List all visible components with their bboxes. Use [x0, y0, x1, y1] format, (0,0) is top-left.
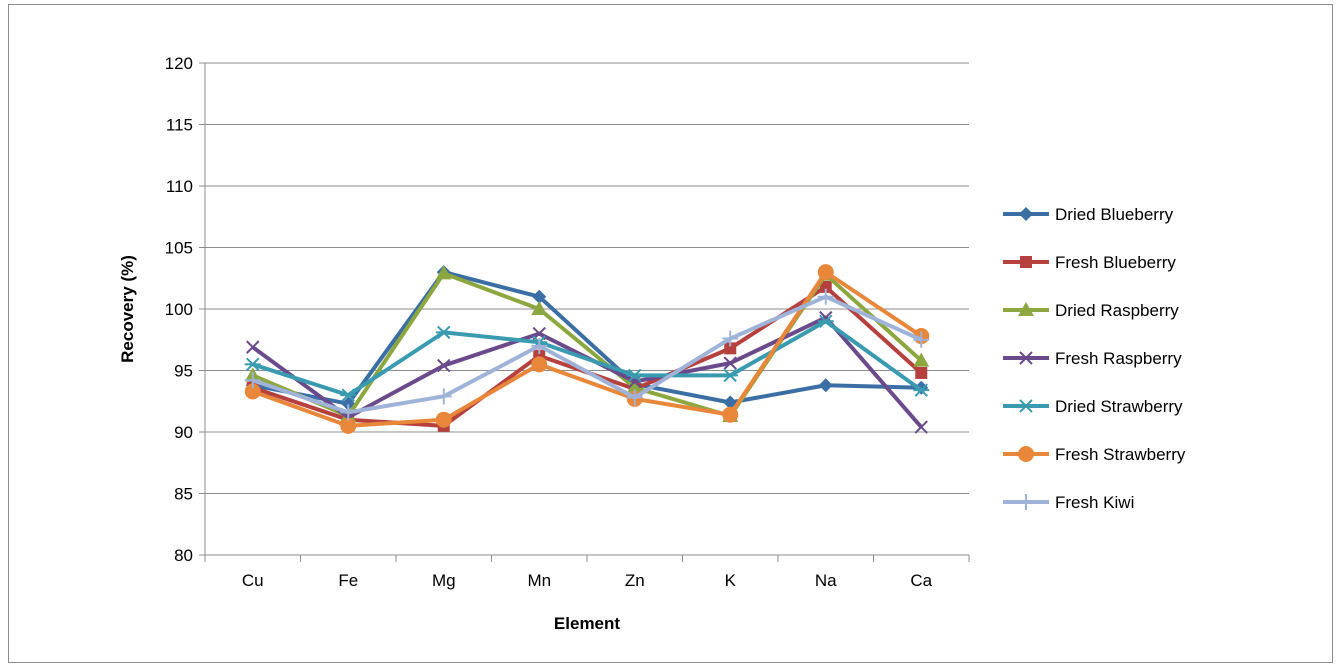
legend-marker [1019, 351, 1033, 365]
x-tick-label: Na [815, 571, 837, 590]
y-tick-label: 90 [174, 423, 193, 442]
data-point [531, 337, 548, 354]
x-tick-label: Cu [242, 571, 264, 590]
y-tick-label: 80 [174, 546, 193, 565]
legend-marker [1018, 399, 1034, 413]
data-point [437, 358, 451, 373]
legend-label: Fresh Blueberry [1055, 253, 1176, 272]
data-point [435, 265, 452, 280]
legend-marker [1020, 256, 1032, 268]
data-point [819, 280, 832, 293]
data-point [340, 404, 357, 421]
legend-marker [1019, 207, 1033, 221]
data-point [817, 314, 834, 329]
data-point [722, 406, 739, 423]
x-tick-label: Ca [910, 571, 932, 590]
legend-marker [1018, 302, 1034, 316]
data-point [244, 372, 261, 389]
y-tick-label: 110 [166, 177, 193, 196]
data-point [628, 374, 642, 389]
line-chart: 80 85 90 95 100 105 110 115 120 Cu Fe Mg Mn Zn K Na Ca El… [118, 54, 1186, 633]
y-tick-label: 115 [166, 116, 193, 135]
data-point [340, 417, 357, 434]
data-point [817, 288, 834, 305]
data-point [626, 379, 643, 394]
legend-entry: Dried Raspberry [1003, 301, 1179, 320]
x-tick-label: Mn [527, 571, 551, 590]
data-point [723, 356, 737, 370]
data-point [532, 289, 547, 304]
data-point [913, 383, 930, 397]
legend-entry: Fresh Strawberry [1003, 445, 1186, 464]
data-point [722, 368, 739, 383]
data-point [915, 366, 928, 379]
series-line [252, 270, 923, 428]
x-axis-title: Element [554, 614, 620, 633]
x-tick-label: K [725, 571, 737, 590]
data-point [435, 411, 452, 428]
legend-marker [1018, 446, 1034, 462]
data-point [340, 388, 357, 402]
x-tick-label: Mg [432, 571, 456, 590]
y-axis-title: Recovery (%) [118, 255, 137, 363]
data-point [913, 331, 930, 348]
series-line [252, 319, 923, 398]
legend-label: Dried Raspberry [1055, 301, 1179, 320]
data-point [724, 342, 737, 355]
legend-entry: Fresh Kiwi [1003, 493, 1134, 512]
series-dried-strawberry [244, 314, 930, 402]
chart-frame: 80 85 90 95 100 105 110 115 120 Cu Fe Mg Mn Zn K Na Ca El… [8, 4, 1333, 663]
data-point [244, 383, 261, 400]
data-point [244, 357, 261, 372]
legend-label: Fresh Raspberry [1055, 349, 1182, 368]
data-point [913, 352, 930, 367]
data-point [817, 264, 834, 281]
series-line [252, 294, 923, 415]
data-point [722, 330, 739, 347]
legend-label: Fresh Kiwi [1055, 493, 1134, 512]
legend-label: Dried Strawberry [1055, 397, 1183, 416]
legend-entry: Fresh Raspberry [1003, 349, 1182, 368]
data-point [531, 301, 548, 315]
y-tick-label: 120 [165, 54, 193, 73]
data-point [818, 378, 833, 393]
series-fresh-kiwi [244, 288, 930, 421]
data-point [435, 388, 452, 405]
y-tick-label: 105 [165, 239, 193, 258]
y-tick-label: 95 [174, 362, 193, 381]
data-point [914, 420, 928, 434]
x-tick-label: Fe [338, 571, 358, 590]
series-line [252, 270, 922, 406]
legend-marker [1018, 494, 1034, 510]
data-point [246, 340, 260, 354]
legend-entry: Dried Strawberry [1003, 397, 1183, 416]
series-fresh-strawberry [244, 264, 930, 434]
y-tick-label: 85 [174, 485, 193, 504]
data-point [531, 356, 548, 373]
legend-label: Dried Blueberry [1055, 205, 1174, 224]
legend-entry: Dried Blueberry [1003, 205, 1174, 224]
x-tick-label: Zn [625, 571, 645, 590]
legend-label: Fresh Strawberry [1055, 445, 1186, 464]
data-point [626, 389, 643, 406]
data-point [626, 368, 643, 383]
data-point [435, 325, 452, 340]
y-tick-label: 100 [165, 300, 193, 319]
legend-entry: Fresh Blueberry [1003, 253, 1176, 272]
